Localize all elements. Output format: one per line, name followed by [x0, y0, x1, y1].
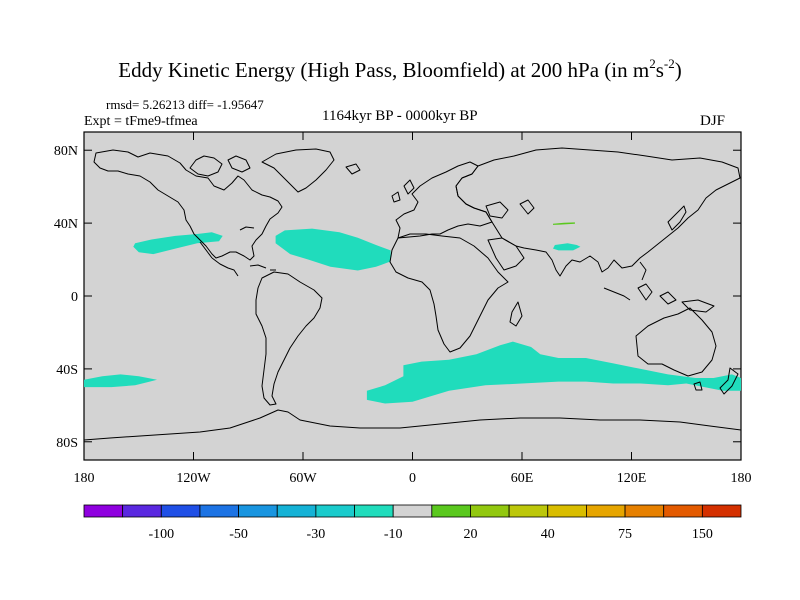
colorbar-swatch: [122, 504, 162, 518]
colorbar-label: -10: [384, 527, 403, 542]
colorbar-swatch: [315, 504, 355, 518]
lon-tick-label: 60W: [289, 471, 317, 486]
lon-tick-label: 60E: [511, 471, 534, 486]
colorbar-swatch: [354, 504, 394, 518]
lon-tick-label: 180: [731, 471, 752, 486]
colorbar: -100 -50 -30 -10 20 40 75 150: [83, 504, 742, 542]
colorbar-label: -30: [307, 527, 326, 542]
season-label: DJF: [700, 113, 726, 129]
colorbar-swatch: [160, 504, 201, 518]
period-label: 1164kyr BP - 0000kyr BP: [322, 108, 478, 124]
colorbar-swatch: [547, 504, 587, 518]
lon-tick-label: 180: [74, 471, 95, 486]
coastlines: [84, 147, 741, 441]
southern-ocean-negative-region: [366, 341, 741, 404]
colorbar-swatch: [586, 504, 626, 518]
colorbar-swatch: [392, 504, 433, 518]
colorbar-swatch: [276, 504, 317, 518]
colorbar-label: -50: [229, 527, 248, 542]
colorbar-label: 20: [463, 527, 477, 542]
lat-tick-label: 40S: [56, 363, 78, 378]
colorbar-swatch: [83, 504, 124, 518]
north-pacific-negative-region: [133, 232, 223, 255]
colorbar-swatch: [508, 504, 549, 518]
colorbar-label: 40: [541, 527, 555, 542]
colorbar-label: 150: [692, 527, 713, 542]
lon-tick-label: 0: [409, 471, 416, 486]
north-atlantic-negative-region: [275, 228, 391, 271]
lat-tick-label: 80N: [54, 144, 78, 159]
lat-tick-label: 0: [71, 290, 78, 305]
lon-tick-label: 120E: [617, 471, 647, 486]
south-asia-negative-region: [553, 243, 581, 251]
chart-title: Eddy Kinetic Energy (High Pass, Bloomfie…: [118, 56, 682, 82]
map-axes: 80N 40N 0 40S 80S 180 120W 60W 0 60E 120E 180: [54, 132, 752, 486]
colorbar-swatch: [663, 504, 703, 518]
colorbar-label: -100: [148, 527, 174, 542]
lat-tick-label: 80S: [56, 436, 78, 451]
lon-tick-label: 120W: [176, 471, 211, 486]
rmsd-diff-stats: rmsd= 5.26213 diff= -1.95647: [106, 97, 264, 112]
central-asia-positive-region: [553, 222, 575, 225]
colorbar-swatch: [624, 504, 665, 518]
map-frame: [83, 131, 742, 461]
experiment-label: Expt = tFme9-tfmea: [84, 114, 198, 129]
colorbar-swatch: [470, 504, 510, 518]
anomaly-regions: [84, 222, 741, 404]
colorbar-swatch: [238, 504, 278, 518]
colorbar-swatch: [199, 504, 239, 518]
colorbar-label: 75: [618, 527, 632, 542]
colorbar-swatch: [701, 504, 742, 518]
south-pacific-negative-region: [84, 374, 157, 388]
lat-tick-label: 40N: [54, 217, 78, 232]
colorbar-swatch: [431, 504, 471, 518]
